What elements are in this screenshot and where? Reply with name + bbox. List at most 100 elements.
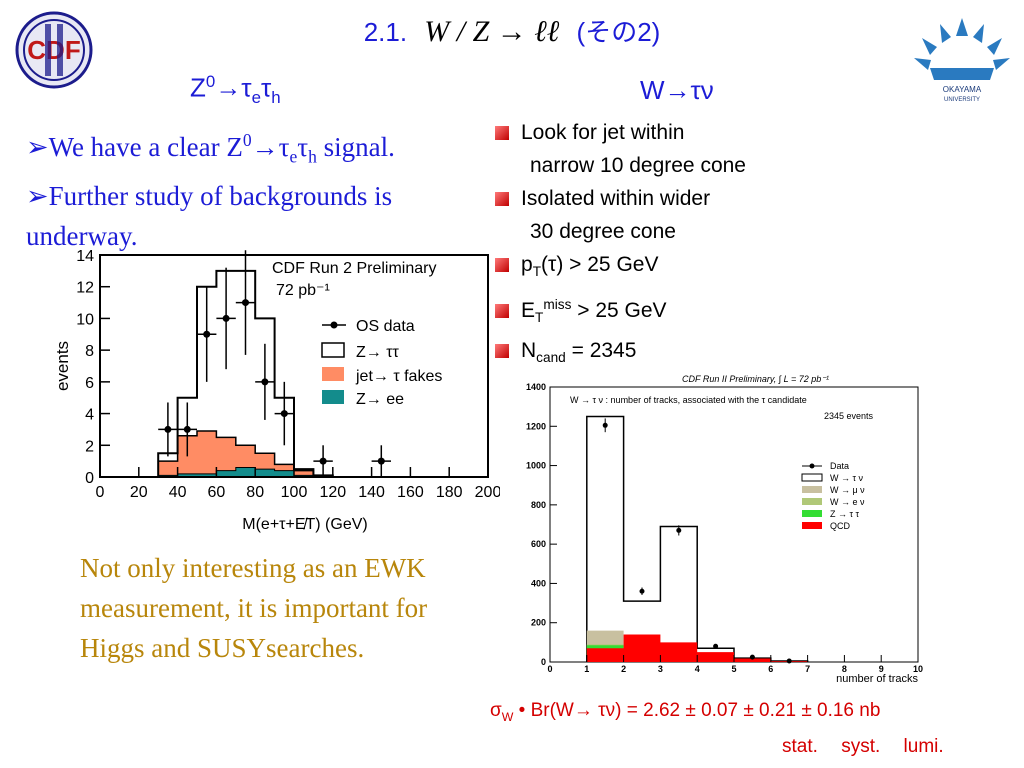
arrowhead-bullet-icon: ➢ (26, 132, 49, 162)
x-tick-label: 100 (281, 484, 308, 501)
x-axis-label: M(e+τ+E̸T) (GeV) (242, 516, 367, 533)
met-rest: > 25 GeV (571, 299, 667, 323)
chart-lumi: 72 pb⁻¹ (276, 282, 330, 299)
legend-swatch-1 (802, 486, 822, 493)
jet-cone-line2: narrow 10 degree cone (530, 154, 746, 177)
series-ztautau-outline (157, 269, 372, 478)
x-tick-label: 80 (246, 484, 264, 501)
x-tick-label: 180 (436, 484, 463, 501)
legend-data-label: Data (830, 461, 849, 471)
y-tick-label: 1000 (526, 461, 546, 471)
lumi-label: lumi. (903, 736, 944, 757)
slide-title: 2.1. W / Z → ℓℓ (その2) (0, 12, 1024, 49)
bullet-sup: 0 (242, 130, 252, 150)
data-point (280, 410, 288, 418)
bullet-tau: τ (297, 132, 309, 162)
data-point (786, 658, 792, 664)
right-heading: W→τν (640, 75, 714, 105)
red-square-bullet-icon (495, 304, 509, 319)
left-heading: Z0→τeτh (190, 72, 281, 108)
x-tick-label: 5 (731, 664, 736, 674)
isolation-line2: 30 degree cone (530, 220, 676, 243)
legend-fakes-label: jet→ τ fakes (355, 368, 442, 385)
x-tick-label: 160 (397, 484, 424, 501)
x-tick-label: 120 (319, 484, 346, 501)
legend-ztautau-label: Z→ ττ (356, 344, 400, 361)
chart-title: CDF Run 2 Preliminary (272, 260, 436, 277)
y-tick-label: 4 (85, 407, 94, 424)
legend-swatch-2 (802, 498, 822, 505)
sigma-symbol: σ (490, 700, 502, 721)
x-tick-label: 9 (879, 664, 884, 674)
bullet-sub-h: h (308, 146, 317, 167)
met-main: E (521, 299, 536, 323)
bullet-backgrounds: ➢Further study of backgrounds is underwa… (26, 176, 496, 256)
bullet-post: signal. (316, 132, 395, 162)
chart-header: CDF Run II Preliminary, ∫ L = 72 pb⁻¹ (682, 374, 829, 384)
x-tick-label: 0 (547, 664, 552, 674)
bullet-met-cut: ETmiss > 25 GeV (495, 288, 825, 334)
svg-text:UNIVERSITY: UNIVERSITY (944, 97, 980, 103)
x-tick-label: 6 (768, 664, 773, 674)
result-text: • Br(W→ τν) = 2.62 ± 0.07 ± 0.21 ± 0.16 … (513, 700, 881, 721)
y-tick-label: 12 (76, 280, 94, 297)
legend-label-4: QCD (830, 521, 851, 531)
bullet-sub-e: e (289, 146, 298, 167)
bullet-backgrounds-text: Further study of backgrounds is underway… (26, 181, 393, 252)
jet-cone-line1: Look for jet within (521, 121, 685, 144)
red-square-bullet-icon (495, 258, 509, 272)
data-point (319, 457, 327, 465)
data-point (749, 654, 755, 660)
x-tick-label: 7 (805, 664, 810, 674)
cross-section-result: σW • Br(W→ τν) = 2.62 ± 0.07 ± 0.21 ± 0.… (490, 700, 880, 724)
pt-rest: (τ) > 25 GeV (541, 253, 659, 276)
legend-swatch-3 (802, 510, 822, 517)
y-tick-label: 2 (85, 438, 94, 455)
title-suffix: (その2) (576, 17, 661, 47)
legend-label-1: W → μ ν (830, 485, 865, 495)
data-point (639, 588, 645, 594)
data-point (183, 425, 191, 433)
legend-swatch-4 (802, 522, 822, 529)
data-point (242, 299, 249, 307)
bullet-pt-cut: pT(τ) > 25 GeV (495, 248, 825, 288)
isolation-line1: Isolated within wider (521, 187, 711, 210)
arrow-tau: →τ (215, 72, 252, 103)
y-tick-label: 1200 (526, 421, 546, 431)
y-tick-label: 6 (85, 375, 94, 392)
title-number: 2.1. (363, 17, 408, 47)
legend-data-label: OS data (356, 318, 415, 335)
series-4-area (586, 634, 808, 662)
ewk-note: Not only interesting as an EWK measureme… (80, 553, 428, 663)
tau: τ (260, 72, 272, 103)
y-tick-label: 14 (76, 248, 94, 265)
syst-label: syst. (841, 736, 881, 757)
stat-label: stat. (782, 736, 818, 757)
x-tick-label: 20 (130, 484, 148, 501)
left-bullets: ➢We have a clear Z0→τeτh signal. ➢Furthe… (26, 120, 506, 256)
cdf-logo: CDF (15, 11, 93, 89)
red-square-bullet-icon (495, 192, 509, 206)
x-tick-label: 200 (475, 484, 500, 501)
bullet-jet-cone: Look for jet within (495, 116, 825, 149)
svg-text:OKAYAMA: OKAYAMA (943, 85, 982, 94)
legend-zee-swatch (322, 390, 344, 404)
data-point (222, 314, 230, 322)
data-point (713, 643, 719, 649)
right-bullets: Look for jet within narrow 10 degree con… (495, 116, 825, 375)
bullet-ncand: Ncand = 2345 (495, 334, 825, 374)
data-point (676, 527, 682, 533)
red-square-bullet-icon (495, 344, 509, 359)
legend-swatch-0 (801, 473, 823, 482)
legend-label-2: W → e ν (830, 497, 865, 507)
arrowhead-bullet-icon: ➢ (26, 181, 49, 212)
sub-h: h (271, 87, 281, 107)
y-tick-label: 10 (76, 311, 94, 328)
data-point (164, 425, 172, 433)
ncand-sub: cand (536, 350, 566, 366)
pt-main: p (521, 253, 533, 276)
pt-sub: T (532, 264, 542, 280)
legend-label-3: Z → τ τ (830, 509, 860, 519)
legend-label-0: W → τ ν (830, 473, 864, 483)
uncertainty-labels: stat. syst. lumi. (782, 736, 944, 758)
